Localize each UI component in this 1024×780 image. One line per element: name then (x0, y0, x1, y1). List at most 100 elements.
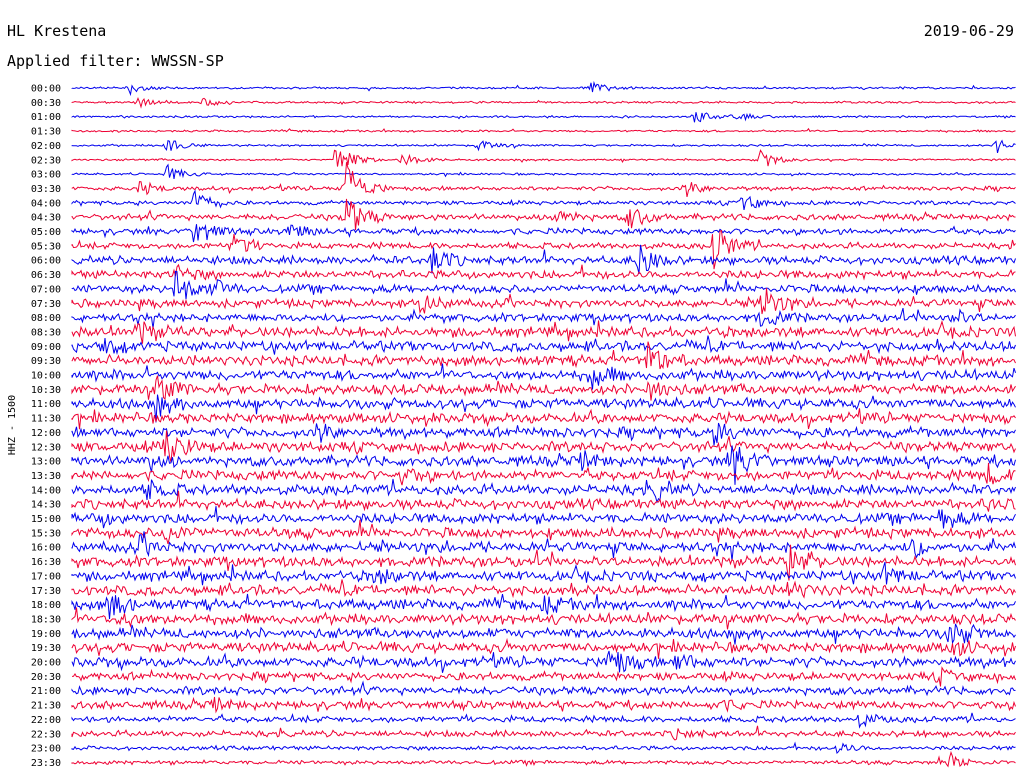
trace-line (71, 478, 1016, 504)
row-label: 20:30 (31, 672, 61, 683)
trace-line (71, 375, 1016, 401)
trace-line (71, 750, 1016, 768)
trace-line (71, 229, 1016, 270)
row-label: 19:00 (31, 629, 61, 640)
trace-line (71, 270, 1016, 300)
row-label: 22:00 (31, 715, 61, 726)
date-label: 2019-06-29 (923, 22, 1014, 40)
trace-line (71, 712, 1016, 729)
row-label: 19:30 (31, 643, 61, 654)
trace-line (71, 593, 1016, 619)
trace-line (71, 80, 1016, 97)
trace-line (71, 490, 1016, 512)
trace-line (71, 341, 1016, 370)
row-label: 23:00 (31, 744, 61, 755)
trace-line (71, 363, 1016, 390)
row-label: 14:00 (31, 485, 61, 496)
trace-line (71, 163, 1016, 179)
trace-line (71, 198, 1016, 231)
row-label: 14:30 (31, 500, 61, 511)
row-label: 00:30 (31, 98, 61, 109)
row-label: 12:30 (31, 442, 61, 453)
trace-line (71, 408, 1016, 430)
row-label: 08:30 (31, 327, 61, 338)
trace-line (71, 696, 1016, 714)
station-title: HL Krestena (7, 22, 107, 40)
trace-line (71, 394, 1016, 423)
row-label: 06:30 (31, 270, 61, 281)
row-label: 18:00 (31, 600, 61, 611)
y-axis-label: HHZ - 1500 (7, 395, 18, 455)
row-label: 17:00 (31, 571, 61, 582)
row-label: 21:00 (31, 686, 61, 697)
trace-line (71, 741, 1016, 754)
trace-line (71, 149, 1016, 167)
row-label: 11:30 (31, 414, 61, 425)
trace-line (71, 445, 1016, 485)
row-label: 18:30 (31, 614, 61, 625)
trace-line (71, 112, 1016, 123)
row-label: 16:30 (31, 557, 61, 568)
row-label: 03:00 (31, 170, 61, 181)
row-label: 08:00 (31, 313, 61, 324)
trace-line (71, 650, 1016, 673)
row-label: 02:00 (31, 141, 61, 152)
trace-line (71, 127, 1016, 133)
trace-line (71, 335, 1016, 355)
row-label: 09:30 (31, 356, 61, 367)
trace-line (71, 531, 1016, 561)
row-label: 07:00 (31, 284, 61, 295)
row-label: 04:30 (31, 213, 61, 224)
trace-line (71, 579, 1016, 599)
row-label: 06:00 (31, 256, 61, 267)
row-label: 21:30 (31, 701, 61, 712)
trace-line (71, 263, 1016, 281)
trace-line (71, 223, 1016, 243)
row-label: 17:30 (31, 586, 61, 597)
row-label: 05:30 (31, 241, 61, 252)
trace-line (71, 666, 1016, 687)
row-label: 20:00 (31, 658, 61, 669)
trace-line (71, 287, 1016, 315)
row-label: 02:30 (31, 155, 61, 166)
trace-line (71, 725, 1016, 741)
row-label: 15:30 (31, 528, 61, 539)
row-label: 10:30 (31, 385, 61, 396)
row-label: 13:30 (31, 471, 61, 482)
trace-rows: 00:00 00:30 01:00 01:30 02:00 02:30 03:00 03:30… (31, 80, 1016, 769)
filter-label: Applied filter: WWSSN-SP (7, 52, 224, 70)
row-label: 23:30 (31, 758, 61, 769)
row-label: 09:00 (31, 342, 61, 353)
trace-line (71, 430, 1016, 463)
row-label: 00:00 (31, 84, 61, 95)
trace-line (71, 506, 1016, 529)
trace-line (71, 637, 1016, 659)
trace-line (71, 162, 1016, 198)
row-label: 03:30 (31, 184, 61, 195)
row-label: 07:30 (31, 299, 61, 310)
trace-line (71, 189, 1016, 211)
trace-line (71, 544, 1016, 581)
row-label: 13:00 (31, 457, 61, 468)
trace-line (71, 319, 1016, 344)
row-label: 15:00 (31, 514, 61, 525)
row-label: 05:00 (31, 227, 61, 238)
row-label: 12:00 (31, 428, 61, 439)
trace-line (71, 139, 1016, 154)
trace-line (71, 623, 1016, 645)
row-label: 11:00 (31, 399, 61, 410)
row-label: 01:00 (31, 112, 61, 123)
trace-line (71, 561, 1016, 586)
trace-line (71, 607, 1016, 630)
trace-line (71, 244, 1016, 275)
row-label: 04:00 (31, 198, 61, 209)
trace-line (71, 680, 1016, 697)
row-label: 10:00 (31, 371, 61, 382)
row-label: 22:30 (31, 729, 61, 740)
trace-line (71, 96, 1016, 109)
row-label: 16:00 (31, 543, 61, 554)
trace-line (71, 422, 1016, 446)
trace-line (71, 307, 1016, 329)
trace-line (71, 462, 1016, 486)
